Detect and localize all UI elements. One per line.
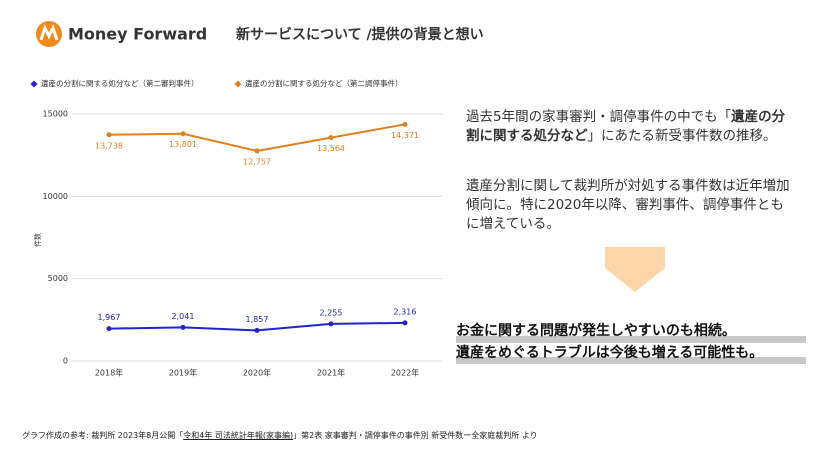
- logo-mark: [39, 24, 59, 41]
- data-label: 2,041: [172, 312, 195, 321]
- y-axis-label: 件数: [33, 233, 42, 247]
- x-tick-label: 2022年: [391, 368, 419, 378]
- point: [328, 321, 334, 327]
- legend-marker: [234, 80, 242, 88]
- underline: [456, 336, 806, 343]
- logo: Money Forward: [68, 25, 207, 44]
- y-tick-label: 10000: [43, 192, 68, 201]
- highlight: お金に関する問題が発生しやすいのも相続。: [456, 323, 736, 339]
- data-label: 13,738: [95, 141, 123, 150]
- y-tick-label: 15000: [43, 110, 68, 119]
- paragraph: 遺産分割に関して裁判所が対処する事件数は近年増加傾向に。特に2020年以降、審判…: [466, 178, 790, 232]
- x-tick-label: 2021年: [317, 368, 345, 378]
- data-label: 13,564: [317, 144, 345, 153]
- point: [106, 326, 112, 332]
- x-tick-label: 2020年: [243, 368, 271, 378]
- point: [328, 135, 334, 141]
- x-tick-label: 2018年: [95, 368, 123, 378]
- link-text: 令和4年 司法統計年報(家事編): [183, 431, 294, 440]
- bold-text: 遺産の分割に関する処分など: [466, 109, 786, 144]
- point: [180, 131, 186, 137]
- y-tick-label: 0: [63, 357, 68, 366]
- slide-title: 新サービスについて /提供の背景と想い: [236, 26, 484, 43]
- point: [402, 121, 408, 127]
- x-tick-label: 2019年: [169, 368, 197, 378]
- text: グラフ作成の参考: 裁判所 2023年8月公開「: [22, 431, 184, 440]
- text: 」第2表 家事審判・調停事件の事件別 新受件数ー全家庭裁判所 より: [293, 431, 538, 440]
- underline: [456, 357, 806, 364]
- data-label: 12,757: [243, 157, 271, 166]
- data-label: 13,801: [169, 140, 197, 149]
- point: [254, 148, 260, 154]
- text: 過去5年間の家事審判・調停事件の中でも「: [466, 109, 732, 125]
- point: [106, 132, 112, 138]
- arrow: [605, 247, 665, 292]
- data-label: 2,316: [394, 307, 417, 316]
- legend-marker: [30, 80, 38, 88]
- point: [180, 324, 186, 330]
- point: [402, 320, 408, 326]
- paragraph: 過去5年間の家事審判・調停事件の中でも「遺産の分割に関する処分など」にあたる新受…: [466, 108, 796, 146]
- data-label: 14,371: [391, 131, 419, 140]
- data-label: 2,255: [320, 308, 343, 317]
- y-tick-label: 5000: [48, 274, 68, 283]
- text: 」にあたる新受事件数の推移。: [587, 128, 777, 144]
- data-label: 1,967: [98, 313, 121, 322]
- data-label: 1,857: [246, 315, 269, 324]
- series-line: [108, 123, 406, 152]
- legend-label: 遺産の分割に関する処分など（第二審判事件）: [41, 78, 199, 88]
- highlight: 遺産をめぐるトラブルは今後も増える可能性も。: [456, 345, 764, 361]
- footer: グラフ作成の参考: 裁判所 2023年8月公開「令和4年 司法統計年報(家事編)…: [22, 430, 538, 441]
- point: [254, 327, 260, 333]
- legend-label: 遺産の分割に関する処分など（第二調停事件）: [245, 78, 403, 88]
